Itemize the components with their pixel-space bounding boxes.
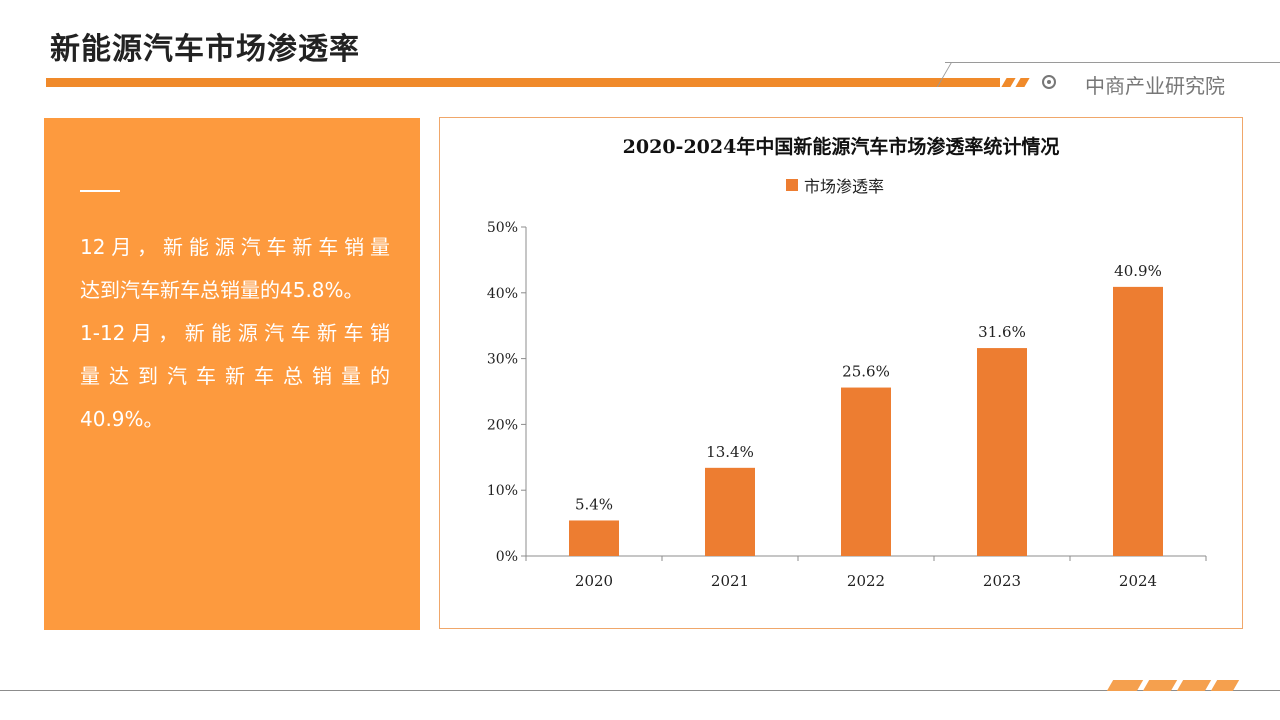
bar [569,520,619,556]
summary-line: 量达到汽车新车总销量的 [80,364,390,388]
footer-rule [0,690,1280,691]
bar [1113,286,1163,556]
summary-text: 12月，新能源汽车新车销量 达到汽车新车总销量的45.8%。 1-12月，新能源… [80,226,390,441]
bar [705,467,755,556]
bar [977,348,1027,556]
footer-stripes [1106,680,1240,691]
y-tick-label: 40% [487,286,518,302]
chart-title: 2020-2024年中国新能源汽车市场渗透率统计情况 [622,136,1060,158]
bar [841,387,891,556]
data-label: 31.6% [978,323,1026,341]
title-underline [46,78,1000,87]
y-tick-label: 30% [487,352,518,368]
legend-label: 市场渗透率 [804,177,885,196]
x-tick-label: 2020 [575,572,613,590]
y-tick-label: 20% [487,417,518,433]
data-label: 40.9% [1114,262,1162,280]
summary-rule [80,190,120,192]
summary-panel: 12月，新能源汽车新车销量 达到汽车新车总销量的45.8%。 1-12月，新能源… [44,118,420,630]
x-tick-label: 2021 [711,572,749,590]
chart-legend: 市场渗透率 [786,173,884,197]
y-tick-label: 0% [496,549,518,565]
data-label: 13.4% [706,443,754,461]
org-name: 中商产业研究院 [1085,74,1225,98]
summary-line: 40.9%。 [80,407,164,431]
summary-line: 1-12月，新能源汽车新车销 [80,321,390,345]
summary-line: 12月，新能源汽车新车销量 [80,235,390,259]
chart-plot: 0% 10% 20% 30% 40% 50% 5.4% 2020 13.4% 2021 25.6% 2… [487,220,1207,590]
x-tick-label: 2024 [1119,572,1157,590]
y-tick-label: 10% [487,483,518,499]
x-tick-label: 2022 [847,572,885,590]
data-label: 5.4% [575,495,613,513]
legend-swatch [786,179,798,191]
header-rule [945,62,1280,63]
header-stripes [1001,78,1030,87]
y-tick-label: 50% [487,220,518,236]
x-tick-label: 2023 [983,572,1021,590]
chart-container: 2020-2024年中国新能源汽车市场渗透率统计情况 市场渗透率 0% 10% 20… [439,117,1243,629]
summary-line: 达到汽车新车总销量的45.8%。 [80,278,364,302]
data-label: 25.6% [842,363,890,381]
org-logo-icon [1042,75,1056,89]
page-title: 新能源汽车市场渗透率 [50,32,360,67]
